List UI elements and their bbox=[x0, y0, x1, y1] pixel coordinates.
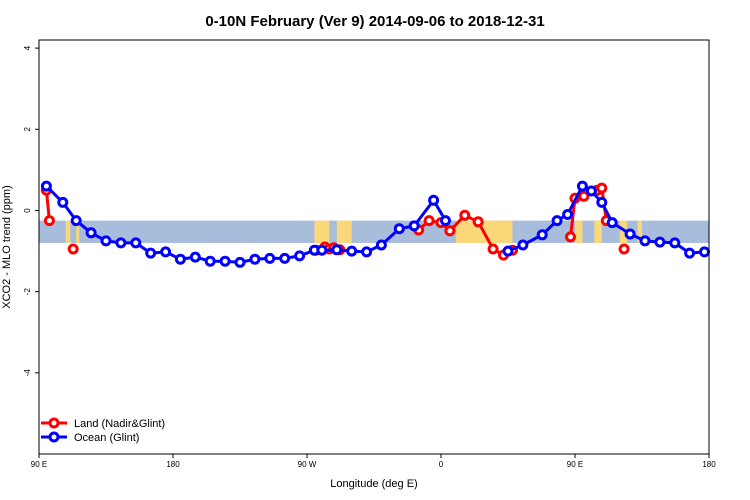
data-point-land bbox=[43, 215, 55, 227]
data-point-ocean bbox=[174, 253, 186, 265]
data-point-ocean bbox=[264, 252, 276, 264]
data-point-ocean bbox=[502, 245, 514, 257]
series-line-ocean-0 bbox=[45, 185, 447, 264]
map-land-8 bbox=[637, 220, 642, 243]
data-point-ocean bbox=[130, 237, 142, 249]
data-point-ocean bbox=[294, 250, 306, 262]
data-point-land bbox=[67, 243, 79, 255]
legend-label-land: Land (Nadir&Glint) bbox=[74, 418, 165, 430]
x-tick-label: 90 E bbox=[31, 460, 47, 469]
y-axis-label: XCO2 - MLO trend (ppm) bbox=[1, 185, 13, 308]
map-land-3 bbox=[336, 220, 352, 243]
y-tick-label: 2 bbox=[23, 127, 32, 132]
data-point-ocean bbox=[562, 209, 574, 220]
data-point-ocean bbox=[669, 237, 681, 249]
y-axis: -4 -2 0 2 4 bbox=[23, 45, 39, 376]
data-point-ocean bbox=[189, 251, 201, 263]
data-point-ocean bbox=[375, 239, 387, 251]
data-point-ocean bbox=[624, 228, 636, 240]
map-land-6 bbox=[594, 220, 602, 243]
data-point-land bbox=[487, 243, 499, 255]
y-tick-label: 0 bbox=[23, 208, 32, 213]
map-land-2 bbox=[314, 220, 330, 243]
x-axis-label: Longitude (deg E) bbox=[330, 478, 417, 490]
plot-frame bbox=[38, 39, 710, 455]
data-point-ocean bbox=[639, 235, 651, 247]
data-point-ocean bbox=[440, 215, 451, 227]
series-ocean bbox=[40, 180, 710, 268]
legend-label-ocean: Ocean (Glint) bbox=[74, 432, 139, 444]
data-point-land bbox=[578, 190, 590, 202]
legend-marker-land bbox=[48, 417, 60, 429]
legend: Land (Nadir&Glint) Ocean (Glint) bbox=[41, 417, 165, 444]
data-point-ocean bbox=[428, 194, 440, 206]
data-point-ocean bbox=[100, 235, 112, 247]
y-tick-label: -4 bbox=[23, 369, 32, 377]
data-point-ocean bbox=[279, 252, 291, 264]
data-point-ocean bbox=[346, 245, 358, 257]
map-land-1 bbox=[76, 220, 80, 243]
data-point-ocean bbox=[57, 196, 69, 208]
data-point-ocean bbox=[85, 227, 97, 239]
data-point-ocean bbox=[393, 223, 405, 235]
data-point-land bbox=[459, 209, 471, 221]
data-point-ocean bbox=[145, 247, 157, 259]
data-point-ocean bbox=[596, 196, 608, 208]
data-point-ocean bbox=[551, 215, 563, 227]
y-tick-label: -2 bbox=[23, 288, 32, 296]
plot-area bbox=[38, 39, 710, 455]
data-point-ocean bbox=[234, 256, 246, 268]
chart-title: 0-10N February (Ver 9) 2014-09-06 to 201… bbox=[205, 13, 544, 30]
data-point-land bbox=[472, 216, 484, 228]
data-point-ocean bbox=[249, 253, 261, 265]
data-point-land bbox=[618, 243, 630, 255]
data-point-ocean bbox=[204, 255, 216, 267]
legend-item-ocean: Ocean (Glint) bbox=[41, 431, 139, 444]
x-tick-label: 90 E bbox=[567, 460, 583, 469]
x-tick-label: 180 bbox=[166, 460, 180, 469]
legend-item-land: Land (Nadir&Glint) bbox=[41, 417, 165, 430]
data-point-ocean bbox=[684, 247, 696, 259]
legend-marker-ocean bbox=[48, 431, 60, 443]
data-point-ocean bbox=[699, 246, 710, 258]
data-point-ocean bbox=[361, 246, 373, 258]
x-axis: 90 E 180 90 W 0 90 E 180 bbox=[31, 454, 716, 469]
data-point-ocean bbox=[606, 217, 618, 229]
x-tick-label: 90 W bbox=[298, 460, 317, 469]
data-point-ocean bbox=[517, 239, 529, 251]
data-point-land bbox=[444, 225, 456, 237]
x-tick-label: 0 bbox=[439, 460, 444, 469]
data-point-ocean bbox=[316, 244, 328, 256]
x-tick-label: 180 bbox=[702, 460, 716, 469]
data-point-ocean bbox=[654, 236, 666, 248]
series-layer bbox=[40, 180, 710, 268]
data-point-ocean bbox=[219, 255, 231, 267]
data-point-ocean bbox=[536, 229, 548, 241]
data-point-ocean bbox=[160, 246, 172, 258]
data-point-land bbox=[423, 215, 435, 227]
map-land-7 bbox=[619, 220, 628, 243]
data-point-ocean bbox=[576, 180, 588, 192]
data-point-land bbox=[596, 182, 608, 194]
map-land-5 bbox=[575, 220, 583, 243]
data-point-ocean bbox=[585, 185, 597, 197]
data-point-land bbox=[565, 231, 576, 243]
data-point-ocean bbox=[408, 220, 420, 232]
data-point-ocean bbox=[115, 237, 127, 249]
map-land-0 bbox=[65, 220, 71, 243]
y-tick-label: 4 bbox=[23, 45, 32, 50]
data-point-ocean bbox=[331, 244, 343, 256]
data-point-ocean bbox=[40, 180, 52, 192]
data-point-ocean bbox=[70, 215, 82, 227]
